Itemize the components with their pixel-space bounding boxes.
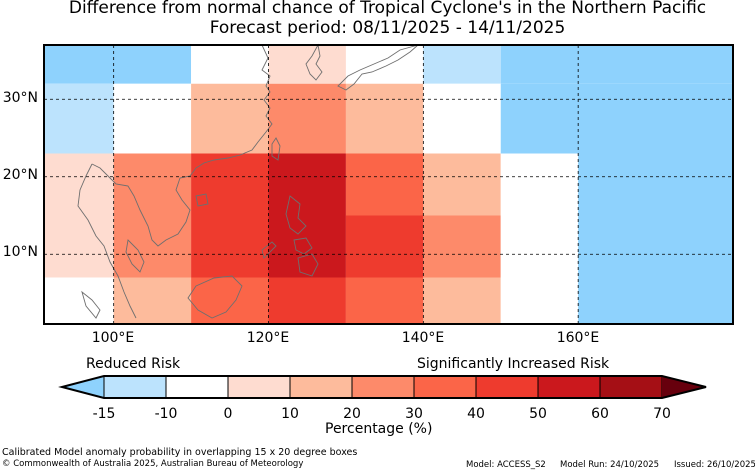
map-cell xyxy=(44,153,114,278)
map-frame xyxy=(43,44,734,325)
chart-title: Difference from normal chance of Tropica… xyxy=(68,0,707,18)
map-cells xyxy=(44,45,733,324)
colorbar-tick: 50 xyxy=(529,406,547,422)
map-cell xyxy=(500,277,579,324)
map-cell xyxy=(191,277,269,324)
lon-tick-160: 160°E xyxy=(556,330,600,346)
colorbar-tick: 0 xyxy=(223,406,233,422)
coastline-indochina xyxy=(91,163,197,247)
colorbar-bin xyxy=(413,375,477,399)
lat-tick-30: 30°N xyxy=(2,90,38,106)
colorbar-bin xyxy=(289,375,353,399)
map-cell xyxy=(113,83,192,154)
map-cell xyxy=(423,277,501,324)
coastline-sumatra xyxy=(81,290,101,319)
gridlines xyxy=(44,45,733,324)
colorbar-outline xyxy=(58,375,707,399)
colorbar-axis-label: Percentage (%) xyxy=(325,421,433,437)
map-cell xyxy=(423,215,501,278)
map-cell xyxy=(268,277,346,324)
footer-model-run: Model Run: 24/10/2025 xyxy=(560,460,660,470)
forecast-period: Forecast period: 08/11/2025 - 14/11/2025 xyxy=(209,18,566,38)
lat-tick-20: 20°N xyxy=(2,167,38,183)
coastline-mindanao xyxy=(297,253,319,277)
coastline-taiwan xyxy=(271,137,281,161)
colorbar-tick: 70 xyxy=(653,406,671,422)
coastline-peninsula xyxy=(77,163,137,319)
colorbar-tick: 10 xyxy=(281,406,299,422)
map-cell xyxy=(191,83,269,154)
colorbar-bin xyxy=(351,375,415,399)
coastline xyxy=(77,43,419,319)
map-cell xyxy=(345,83,424,154)
coastline-visayas xyxy=(293,237,313,255)
map-cell xyxy=(345,277,424,324)
reduced-risk-label: Reduced Risk xyxy=(86,356,181,372)
map-cell xyxy=(44,277,114,324)
coastline-borneo xyxy=(187,275,243,319)
footer-calibrated: Calibrated Model anomaly probability in … xyxy=(2,447,358,458)
increased-risk-label: Significantly Increased Risk xyxy=(417,356,610,372)
map-cell xyxy=(44,45,192,84)
footer-issued: Issued: 26/10/2025 xyxy=(674,460,755,470)
map-cell xyxy=(191,153,269,278)
map-cell xyxy=(345,215,424,278)
map-cell xyxy=(578,153,733,278)
colorbar-extend-low xyxy=(62,376,104,398)
map-cell xyxy=(423,153,501,216)
coastline-korea xyxy=(305,43,323,81)
colorbar xyxy=(58,375,707,399)
colorbar-bin xyxy=(599,375,663,399)
map-cell xyxy=(191,45,269,84)
map-cell xyxy=(268,153,346,278)
colorbar-tick: 60 xyxy=(591,406,609,422)
colorbar-tick: -10 xyxy=(154,406,178,422)
map-cell xyxy=(44,83,114,154)
colorbar-tick: -15 xyxy=(92,406,116,422)
colorbar-tick: 20 xyxy=(343,406,361,422)
map-cell xyxy=(423,45,501,84)
colorbar-bin xyxy=(475,375,539,399)
map-cell xyxy=(500,83,733,154)
colorbar-tick: 30 xyxy=(405,406,423,422)
colorbar-tick: 40 xyxy=(467,406,485,422)
coastline-gulf xyxy=(125,239,145,273)
map-cell xyxy=(113,153,192,278)
map-cell xyxy=(500,153,579,278)
map-cell xyxy=(345,153,424,216)
map-cell xyxy=(268,83,346,154)
coastline-hainan xyxy=(195,193,209,207)
colorbar-bin xyxy=(537,375,601,399)
colorbar-bin xyxy=(165,375,229,399)
colorbar-bin xyxy=(227,375,291,399)
footer-copyright: © Commonwealth of Australia 2025, Austra… xyxy=(2,459,304,469)
colorbar-bin xyxy=(103,375,167,399)
footer-model: Model: ACCESS_S2 xyxy=(466,460,546,470)
colorbar-extend-high xyxy=(662,376,706,398)
map-cell xyxy=(423,83,501,154)
coastline-luzon xyxy=(285,195,307,235)
map-cell xyxy=(500,45,733,84)
coastline-japan xyxy=(337,44,419,91)
map-cell xyxy=(268,45,346,84)
lon-tick-140: 140°E xyxy=(401,330,445,346)
map-cell xyxy=(578,277,733,324)
lon-tick-100: 100°E xyxy=(91,330,135,346)
lon-tick-120: 120°E xyxy=(246,330,290,346)
map-cell xyxy=(113,277,192,324)
lat-tick-10: 10°N xyxy=(2,244,38,260)
